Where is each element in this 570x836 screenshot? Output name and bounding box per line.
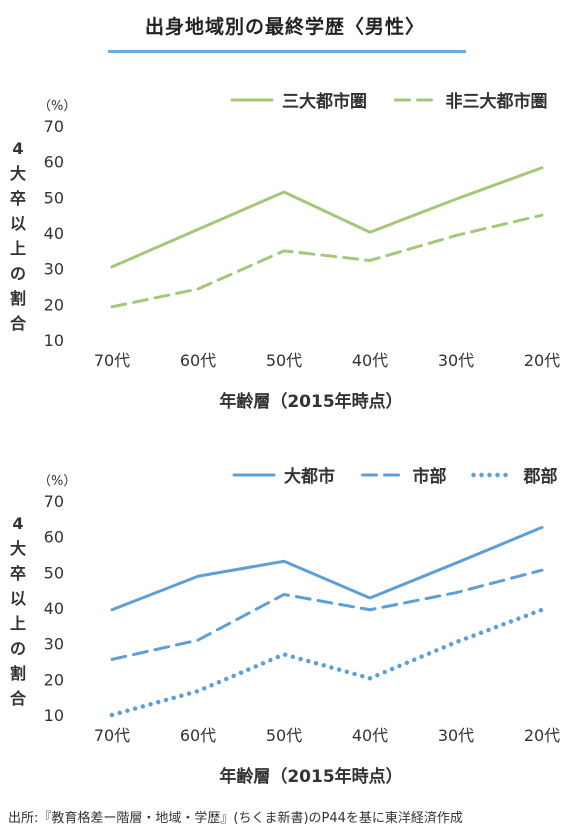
x-tick-label: 50代 — [266, 351, 302, 370]
x-tick-label: 60代 — [180, 726, 216, 745]
y-tick-label: 40 — [44, 224, 64, 243]
legend-label: 市部 — [413, 466, 447, 487]
legend-label: 三大都市圏 — [282, 91, 367, 112]
y-tick-label: 60 — [44, 528, 64, 547]
legend-label: 郡部 — [523, 466, 558, 487]
x-tick-label: 30代 — [438, 726, 474, 745]
x-tick-label: 50代 — [266, 726, 302, 745]
unit-label: （%） — [38, 474, 76, 489]
y-tick-label: 30 — [44, 260, 64, 279]
y-tick-label: 70 — [44, 492, 64, 511]
series-line — [109, 607, 545, 718]
series-line — [110, 166, 544, 269]
y-tick-label: 50 — [44, 563, 64, 582]
unit-label: （%） — [38, 99, 76, 114]
x-tick-label: 40代 — [352, 726, 388, 745]
y-tick-label: 10 — [44, 706, 64, 725]
x-tick-label: 40代 — [352, 351, 388, 370]
y-tick-label: 20 — [44, 670, 64, 689]
line-chart-city-size: （%） 10 20 30 40 50 60 70 4 大卒以上の割合 70代 60代 50代 40代 30代… — [10, 466, 560, 787]
source-note: 出所:『教育格差ー階層・地域・学歴』(ちくま新書)のP44を基に東洋経済作成 — [8, 811, 463, 826]
x-axis-title: 年齢層（2015年時点） — [219, 391, 402, 412]
x-tick-label: 30代 — [438, 351, 474, 370]
series-line — [110, 568, 544, 661]
x-axis-title: 年齢層（2015年時点） — [219, 766, 402, 787]
x-tick-label: 60代 — [180, 351, 216, 370]
legend-label: 非三大都市圏 — [446, 91, 548, 112]
y-tick-label: 30 — [44, 635, 64, 654]
chart-title: 出身地域別の最終学歴〈男性〉 — [144, 16, 425, 38]
y-tick-label: 20 — [44, 295, 64, 314]
x-tick-label: 70代 — [94, 351, 130, 370]
y-axis-title: 4 大卒以上の割合 — [10, 514, 27, 708]
y-tick-label: 10 — [44, 331, 64, 350]
line-chart-metro-areas: （%） 10 20 30 40 50 60 70 4 大卒以上の割合 70代 60代 50代 40代 30代… — [10, 91, 560, 412]
series-line — [110, 525, 544, 612]
x-tick-label: 20代 — [524, 351, 560, 370]
x-tick-label: 70代 — [94, 726, 130, 745]
x-tick-label: 20代 — [524, 726, 560, 745]
y-tick-label: 50 — [44, 188, 64, 207]
y-axis-title: 4 大卒以上の割合 — [10, 139, 27, 333]
legend-label: 大都市 — [284, 466, 335, 487]
title-underline — [108, 50, 466, 53]
y-tick-label: 70 — [44, 117, 64, 136]
y-tick-label: 60 — [44, 153, 64, 172]
y-tick-label: 40 — [44, 599, 64, 618]
series-line — [110, 213, 544, 309]
